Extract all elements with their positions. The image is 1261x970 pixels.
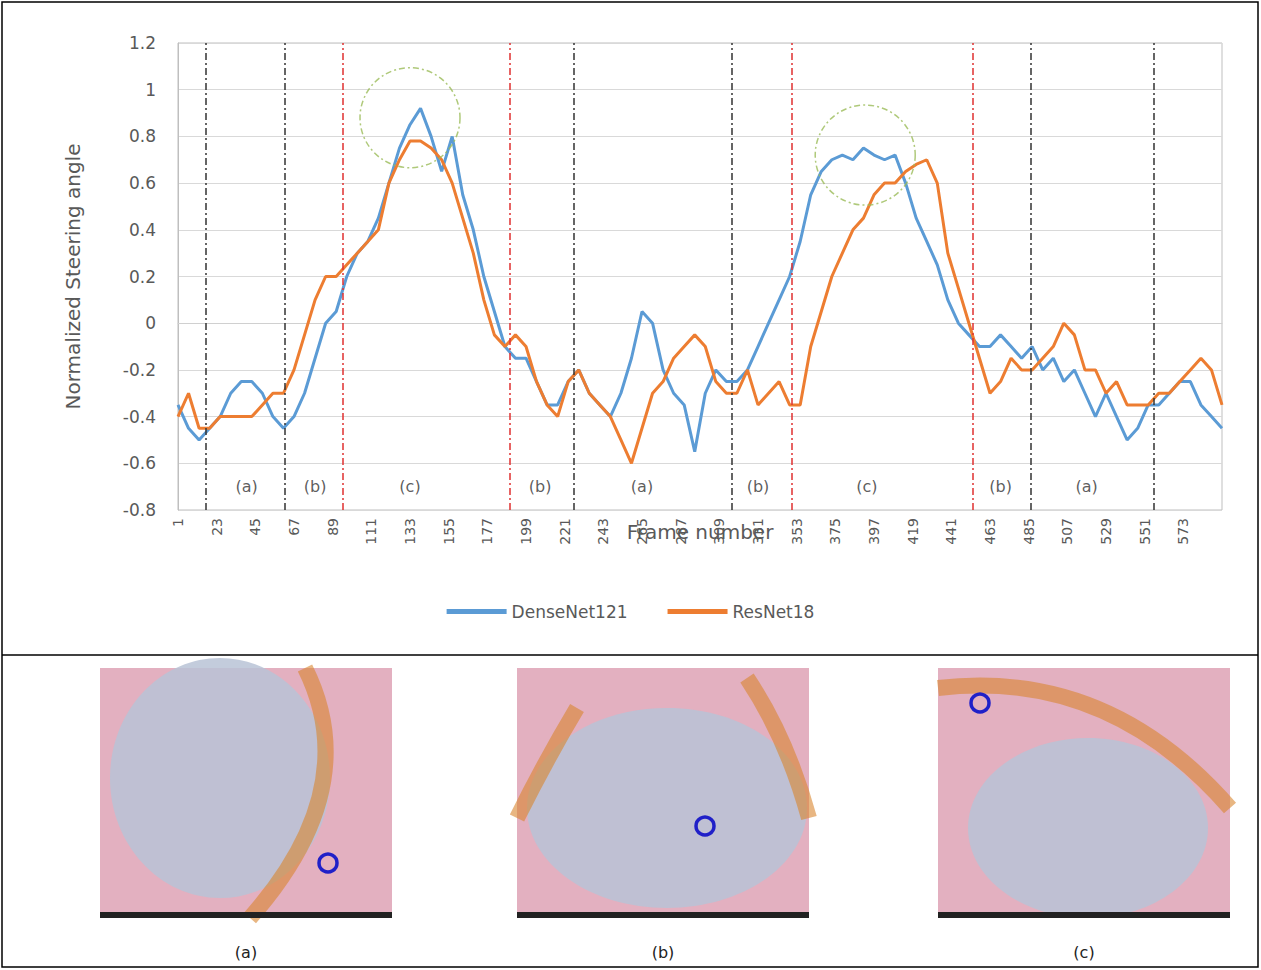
svg-text:111: 111	[363, 518, 379, 545]
svg-text:1: 1	[170, 518, 186, 527]
svg-text:-0.2: -0.2	[123, 360, 156, 380]
svg-text:485: 485	[1021, 518, 1037, 545]
svg-text:(a): (a)	[631, 477, 653, 496]
svg-text:(a): (a)	[1076, 477, 1098, 496]
svg-text:507: 507	[1059, 518, 1075, 545]
svg-text:529: 529	[1098, 518, 1114, 545]
svg-text:243: 243	[595, 518, 611, 545]
svg-text:(a): (a)	[235, 477, 257, 496]
svg-text:(b): (b)	[989, 477, 1012, 496]
svg-text:177: 177	[479, 518, 495, 545]
svg-text:375: 375	[827, 518, 843, 545]
svg-text:133: 133	[402, 518, 418, 545]
svg-text:573: 573	[1175, 518, 1191, 545]
svg-text:463: 463	[982, 518, 998, 545]
svg-text:(a): (a)	[235, 943, 257, 962]
svg-text:287: 287	[673, 518, 689, 545]
svg-text:441: 441	[943, 518, 959, 545]
svg-text:89: 89	[325, 518, 341, 536]
svg-text:353: 353	[789, 518, 805, 545]
svg-text:-0.4: -0.4	[123, 407, 156, 427]
svg-text:DenseNet121: DenseNet121	[512, 602, 628, 622]
svg-text:-0.6: -0.6	[123, 453, 156, 473]
svg-text:1: 1	[145, 80, 156, 100]
svg-text:-0.8: -0.8	[123, 500, 156, 520]
svg-text:0.6: 0.6	[129, 173, 156, 193]
svg-text:(c): (c)	[399, 477, 420, 496]
svg-text:0.2: 0.2	[129, 267, 156, 287]
svg-text:(c): (c)	[1073, 943, 1094, 962]
svg-text:221: 221	[557, 518, 573, 545]
svg-text:0.4: 0.4	[129, 220, 156, 240]
svg-text:309: 309	[711, 518, 727, 545]
svg-text:155: 155	[441, 518, 457, 545]
svg-text:67: 67	[286, 518, 302, 536]
svg-text:(c): (c)	[856, 477, 877, 496]
svg-text:551: 551	[1137, 518, 1153, 545]
svg-text:265: 265	[634, 518, 650, 545]
svg-text:0.8: 0.8	[129, 126, 156, 146]
svg-text:(b): (b)	[529, 477, 552, 496]
svg-text:419: 419	[905, 518, 921, 545]
svg-text:0: 0	[145, 313, 156, 333]
svg-text:331: 331	[750, 518, 766, 545]
svg-text:397: 397	[866, 518, 882, 545]
svg-text:ResNet18: ResNet18	[733, 602, 815, 622]
svg-text:(b): (b)	[652, 943, 675, 962]
svg-text:(b): (b)	[747, 477, 770, 496]
svg-text:Normalized Steering angle: Normalized Steering angle	[61, 144, 85, 410]
svg-text:199: 199	[518, 518, 534, 545]
svg-text:45: 45	[247, 518, 263, 536]
svg-text:(b): (b)	[304, 477, 327, 496]
svg-text:23: 23	[209, 518, 225, 536]
svg-text:1.2: 1.2	[129, 33, 156, 53]
